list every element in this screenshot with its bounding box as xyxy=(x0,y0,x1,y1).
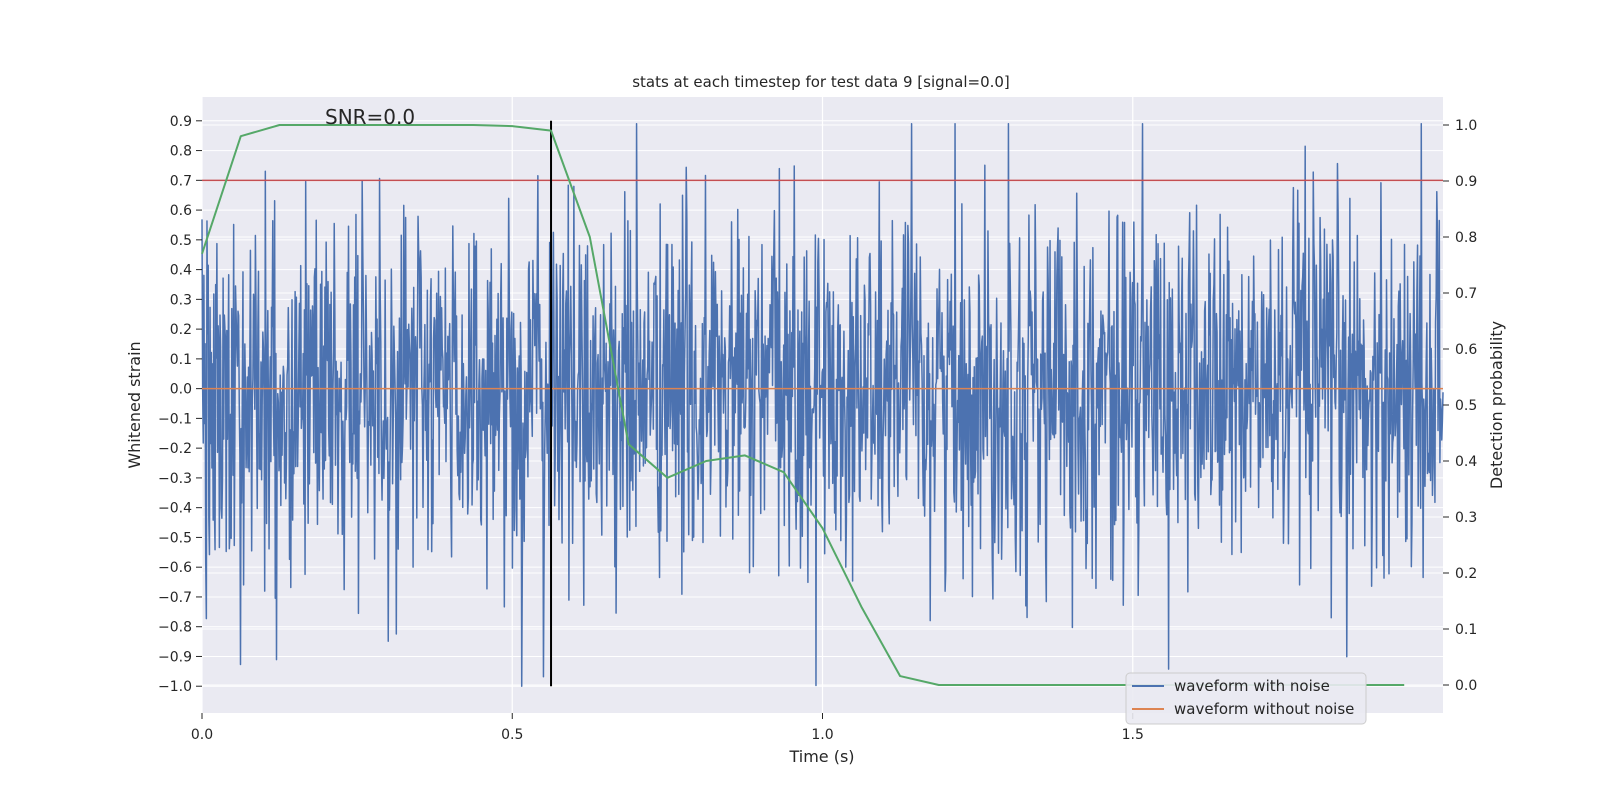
y-tick-label: −0.1 xyxy=(158,411,192,427)
y-axis-label: Whitened strain xyxy=(125,341,144,468)
x-tick-label: 0.0 xyxy=(191,727,213,743)
legend-label-without-noise: waveform without noise xyxy=(1174,700,1354,718)
y-tick-label: 0.0 xyxy=(170,382,192,398)
y-tick-label: 0.9 xyxy=(170,114,192,130)
y-tick-label: −0.2 xyxy=(158,441,192,457)
y2-tick-label: 0.7 xyxy=(1455,286,1477,302)
y2-tick-label: 0.2 xyxy=(1455,566,1477,582)
y2-tick-label: 1.0 xyxy=(1455,118,1477,134)
legend: waveform with noise waveform without noi… xyxy=(1125,672,1367,725)
y-tick-label: −0.4 xyxy=(158,501,192,517)
y-tick-label: −0.9 xyxy=(158,649,192,665)
x-tick-label: 1.0 xyxy=(811,727,833,743)
y-tick-label: 0.8 xyxy=(170,144,192,160)
y2-tick-label: 0.6 xyxy=(1455,342,1477,358)
snr-annotation: SNR=0.0 xyxy=(325,105,415,129)
waveform-with-noise-line xyxy=(201,123,1444,687)
y-tick-label: −0.8 xyxy=(158,620,192,636)
x-axis-label: Time (s) xyxy=(788,747,854,766)
y-tick-label: −0.3 xyxy=(158,471,192,487)
y2-tick-label: 0.1 xyxy=(1455,622,1477,638)
y2-tick-label: 0.9 xyxy=(1455,174,1477,190)
y-tick-label: −1.0 xyxy=(158,679,192,695)
y-tick-label: −0.7 xyxy=(158,590,192,606)
y-tick-label: 0.4 xyxy=(170,263,192,279)
y-tick-label: 0.1 xyxy=(170,352,192,368)
y-tick-label: −0.6 xyxy=(158,560,192,576)
y2-axis-label: Detection probability xyxy=(1487,321,1506,489)
axes: 0.9 0.8 0.7 0.6 0.5 0.4 0.3 0.2 0.1 0.0 −0.1 −0.2 −0… xyxy=(158,114,1477,743)
x-tick-label: 1.5 xyxy=(1122,727,1144,743)
y2-tick-label: 0.3 xyxy=(1455,510,1477,526)
legend-label-with-noise: waveform with noise xyxy=(1174,677,1330,695)
y-tick-label: 0.2 xyxy=(170,322,192,338)
x-tick-label: 0.5 xyxy=(501,727,523,743)
y-tick-label: 0.7 xyxy=(170,173,192,189)
y2-tick-label: 0.5 xyxy=(1455,398,1477,414)
y2-tick-label: 0.8 xyxy=(1455,230,1477,246)
legend-box xyxy=(1125,672,1367,725)
chart-title: stats at each timestep for test data 9 [… xyxy=(632,73,1010,91)
y-tick-label: −0.5 xyxy=(158,530,192,546)
y2-tick-label: 0.4 xyxy=(1455,454,1477,470)
y-tick-label: 0.3 xyxy=(170,292,192,308)
y-tick-label: 0.6 xyxy=(170,203,192,219)
y2-tick-label: 0.0 xyxy=(1455,678,1477,694)
y-tick-label: 0.5 xyxy=(170,233,192,249)
